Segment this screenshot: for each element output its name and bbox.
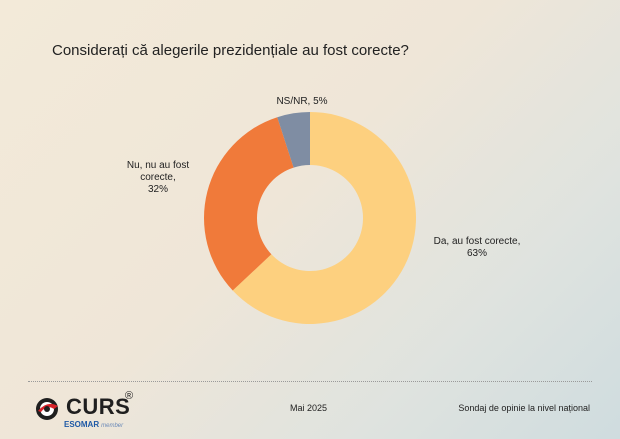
slice-nu <box>204 117 294 291</box>
footer-date: Mai 2025 <box>290 403 328 413</box>
esomar-member-text: member <box>101 423 124 429</box>
esomar-badge: ESOMAR member <box>64 420 123 429</box>
curs-logo: CURS ® ESOMAR member <box>34 390 164 434</box>
footer-divider <box>28 381 592 382</box>
slice-label-nsnr: NS/NR, 5% <box>262 96 342 108</box>
slice-label-nu-line-1: Nu, nu au fost <box>126 160 190 171</box>
curs-logo-mark-icon <box>36 398 58 420</box>
curs-logo-text: CURS <box>66 394 131 419</box>
slice-label-nsnr-line-1: NS/NR, 5% <box>276 96 328 107</box>
slice-nsnr <box>277 112 310 168</box>
slice-label-nu-line-3: 32% <box>147 184 168 195</box>
slice-label-nu: Nu, nu au fost corecte, 32% <box>108 160 208 196</box>
slice-label-da-line-2: 63% <box>466 248 487 259</box>
registered-mark: ® <box>125 390 134 402</box>
chart-title: Considerați că alegerile prezidențiale a… <box>52 42 409 59</box>
footer-source: Sondaj de opinie la nivel național <box>458 403 590 413</box>
slice-da <box>232 112 416 324</box>
slice-label-nu-line-2: corecte, <box>140 172 176 183</box>
slice-label-da: Da, au fost corecte, 63% <box>417 236 537 260</box>
slice-label-da-line-1: Da, au fost corecte, <box>433 236 521 247</box>
esomar-text: ESOMAR <box>64 420 100 429</box>
